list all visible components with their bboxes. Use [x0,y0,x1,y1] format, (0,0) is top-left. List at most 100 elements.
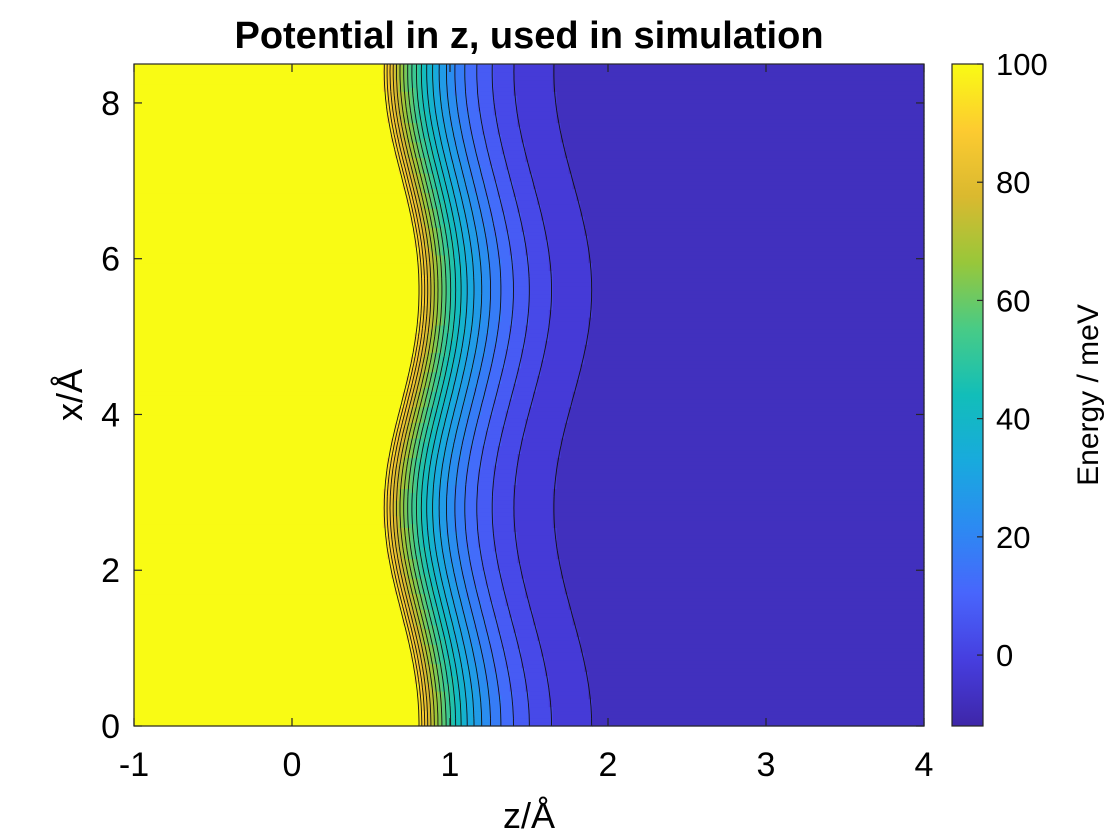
contour-band-cell [422,702,427,708]
contour-band-cell [430,110,435,116]
contour-band-cell [588,679,925,684]
contour-band-cell [493,476,518,482]
contour-band-cell [406,75,412,81]
contour-band-cell [402,597,408,602]
contour-band-cell [453,75,467,81]
contour-band-cell [434,250,439,256]
contour-band-cell [134,359,412,365]
contour-band-cell [406,118,412,124]
contour-band-cell [410,395,416,400]
contour-band-cell [134,231,416,236]
contour-band-cell [450,476,459,482]
contour-band-cell [493,231,510,236]
contour-band-cell [414,149,419,155]
contour-band-cell [414,352,419,357]
contour-band-cell [410,79,419,85]
contour-band-cell [453,628,463,634]
contour-band-cell [457,235,463,240]
contour-band-cell [521,359,542,365]
contour-band-cell [572,398,925,404]
contour-band-cell [493,344,510,349]
contour-band-cell [418,422,423,427]
contour-band-cell [438,363,443,369]
contour-band-cell [418,628,423,634]
contour-band-cell [438,558,447,564]
contour-band-cell [442,574,447,579]
contour-band-cell [450,593,459,599]
contour-band-cell [450,655,455,661]
contour-band-cell [442,285,447,291]
contour-band-cell [461,574,475,579]
contour-band-cell [430,694,435,700]
contour-band-cell [134,632,408,638]
contour-band-cell [134,398,404,404]
contour-band-cell [509,328,526,334]
contour-band-cell [592,274,925,279]
contour-band-cell [402,500,408,505]
contour-band-cell [453,301,463,307]
contour-band-cell [469,554,483,560]
contour-band-cell [418,488,423,493]
contour-band-cell [509,344,526,349]
contour-band-cell [485,663,495,669]
contour-band-cell [446,648,455,653]
contour-band-cell [465,180,475,186]
contour-band-cell [457,324,467,330]
contour-band-cell [473,437,487,443]
contour-band-cell [477,83,495,88]
contour-band-cell [457,581,467,587]
contour-band-cell [461,414,471,419]
contour-band-cell [134,671,416,676]
contour-band-cell [453,348,463,353]
contour-band-cell [418,208,423,213]
contour-band-cell [521,352,546,357]
contour-band-cell [536,636,581,641]
contour-band-cell [430,648,435,653]
contour-band-cell [473,278,483,283]
contour-band-cell [426,332,431,338]
contour-band-cell [134,628,408,634]
contour-band-cell [469,328,479,334]
contour-band-cell [442,137,447,143]
contour-band-cell [418,644,423,649]
contour-band-cell [426,437,431,443]
contour-band-cell [485,231,495,236]
contour-band-cell [469,126,483,131]
contour-band-cell [477,64,495,69]
contour-band-cell [422,663,427,669]
contour-band-cell [398,578,404,583]
contour-band-cell [422,578,427,583]
contour-band-cell [422,589,431,595]
contour-band-cell [473,655,483,661]
contour-band-cell [446,289,451,295]
contour-band-cell [548,258,589,264]
contour-band-cell [394,578,400,583]
contour-band-cell [442,114,451,120]
contour-band-cell [517,196,538,201]
contour-band-cell [564,581,925,587]
contour-band-cell [564,426,925,431]
contour-band-cell [588,321,925,326]
contour-band-cell [489,293,502,299]
contour-band-cell [461,235,471,240]
contour-band-cell [465,145,475,151]
y-tick-label: 6 [101,241,120,279]
contour-band-cell [469,161,479,166]
contour-band-cell [481,702,491,708]
contour-band-cell [414,91,419,96]
contour-band-cell [540,648,581,653]
contour-band-cell [572,609,925,614]
contour-band-cell [434,632,439,638]
contour-band-cell [525,578,566,583]
contour-band-cell [513,488,554,493]
contour-line [432,63,468,726]
contour-band-cell [418,453,423,458]
contour-band-cell [465,356,475,361]
colorbar-label: Energy / meV [1072,304,1105,486]
contour-band-cell [477,535,495,540]
contour-band-cell [402,620,408,626]
contour-band-cell [568,597,925,602]
contour-band-cell [473,270,483,275]
contour-band-cell [461,406,471,412]
contour-band-cell [453,254,459,260]
